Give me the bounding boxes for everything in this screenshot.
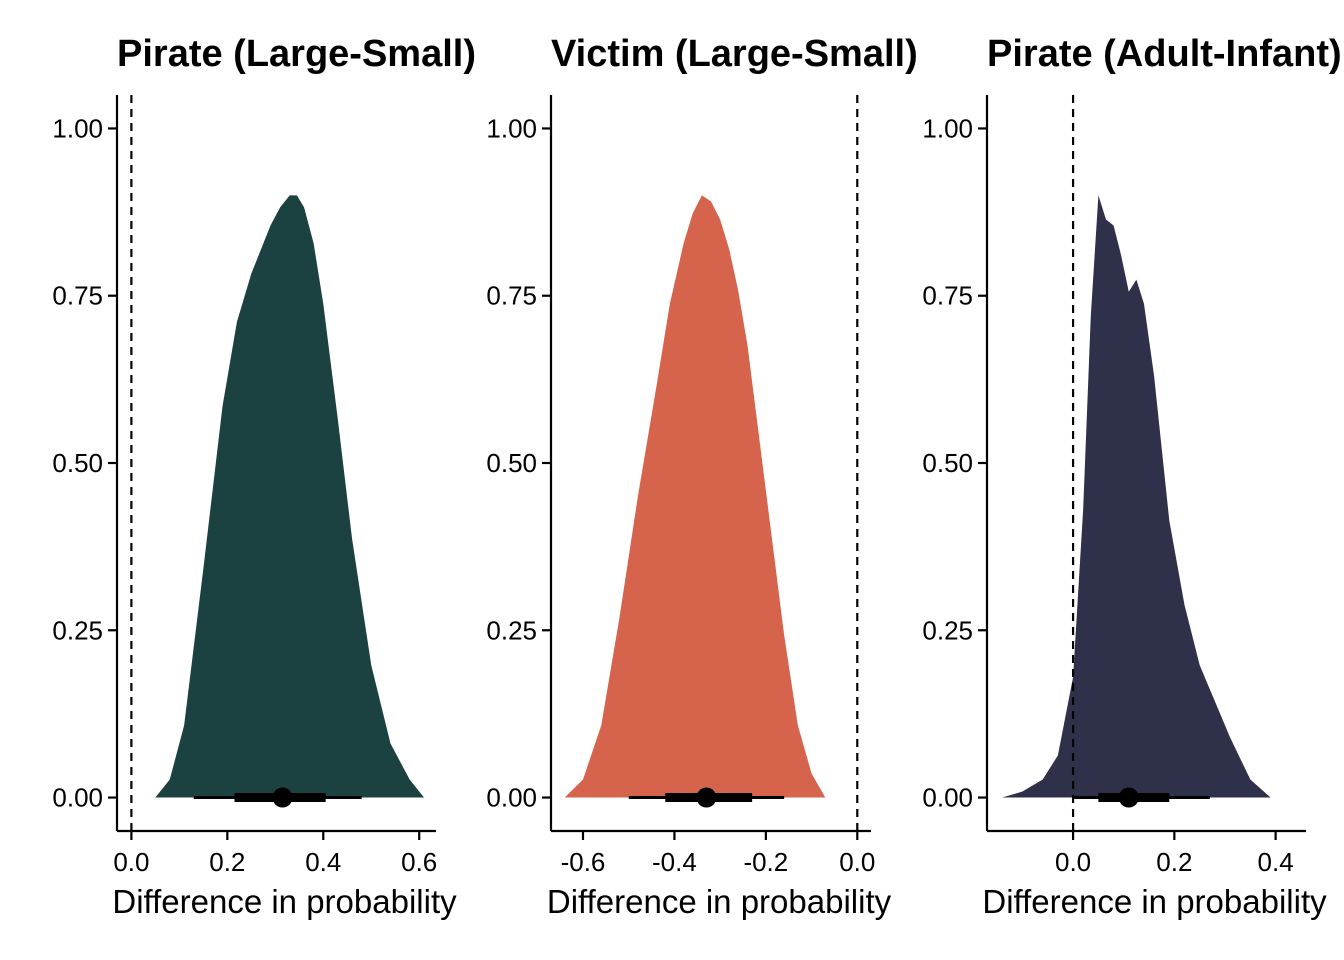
point-estimate bbox=[696, 787, 717, 808]
y-tick-label: 1.00 bbox=[52, 113, 103, 143]
x-tick-label: 0.0 bbox=[1055, 847, 1091, 877]
x-axis-label: Difference in probability bbox=[982, 883, 1327, 920]
x-axis-label: Difference in probability bbox=[112, 883, 457, 920]
y-tick-label: 0.25 bbox=[486, 615, 537, 645]
point-estimate bbox=[1118, 787, 1139, 808]
y-tick-label: 1.00 bbox=[486, 113, 537, 143]
x-tick-label: 0.4 bbox=[305, 847, 341, 877]
panel-title: Pirate (Adult-Infant) bbox=[987, 33, 1342, 75]
density-area bbox=[564, 195, 826, 798]
panel-title: Pirate (Large-Small) bbox=[117, 33, 476, 75]
x-tick-label: -0.6 bbox=[561, 847, 606, 877]
y-tick-label: 0.25 bbox=[52, 615, 103, 645]
x-tick-label: 0.4 bbox=[1258, 847, 1294, 877]
x-tick-label: 0.0 bbox=[113, 847, 149, 877]
y-tick-label: 0.75 bbox=[922, 281, 973, 311]
density-area bbox=[155, 195, 425, 798]
x-tick-label: 0.0 bbox=[839, 847, 875, 877]
x-tick-label: 0.6 bbox=[401, 847, 437, 877]
x-tick-label: 0.2 bbox=[1156, 847, 1192, 877]
x-tick-label: -0.2 bbox=[743, 847, 788, 877]
panel-title: Victim (Large-Small) bbox=[551, 33, 918, 75]
y-tick-label: 0.50 bbox=[52, 448, 103, 478]
x-axis-label: Difference in probability bbox=[547, 883, 892, 920]
y-tick-label: 0.00 bbox=[52, 783, 103, 813]
y-tick-label: 0.00 bbox=[486, 783, 537, 813]
y-tick-label: 0.50 bbox=[486, 448, 537, 478]
y-tick-label: 1.00 bbox=[922, 113, 973, 143]
y-tick-label: 0.00 bbox=[922, 783, 973, 813]
chart-panel-1: 0.00 0.25 0.50 0.75 1.00 0.0 0.2 0.4 0.6 Differen… bbox=[52, 33, 476, 920]
density-area bbox=[1002, 195, 1291, 798]
y-tick-label: 0.75 bbox=[486, 281, 537, 311]
chart-panel-3: 0.00 0.25 0.50 0.75 1.00 0.0 0.2 0.4 Difference … bbox=[922, 33, 1341, 920]
y-tick-label: 0.75 bbox=[52, 281, 103, 311]
point-estimate bbox=[272, 787, 293, 808]
chart-panel-2: 0.00 0.25 0.50 0.75 1.00 -0.6 -0.4 -0.2 0.0 Diffe… bbox=[486, 33, 917, 920]
y-tick-label: 0.50 bbox=[922, 448, 973, 478]
x-tick-label: -0.4 bbox=[652, 847, 697, 877]
x-tick-label: 0.2 bbox=[209, 847, 245, 877]
y-tick-label: 0.25 bbox=[922, 615, 973, 645]
